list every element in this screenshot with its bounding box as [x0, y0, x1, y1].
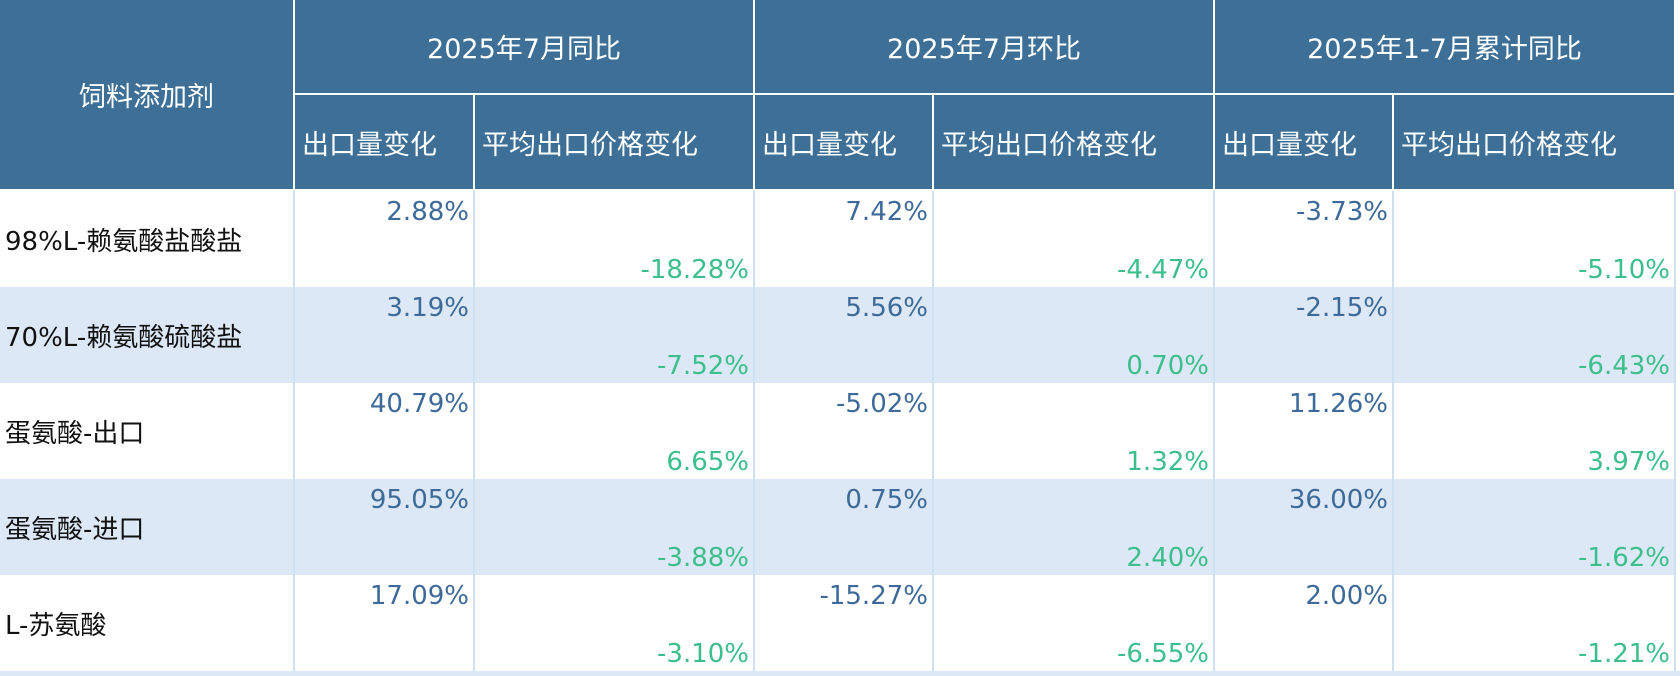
row-label: L-苏氨酸	[0, 575, 295, 671]
volume-change: 17.09%	[295, 575, 475, 671]
volume-change: -2.15%	[1215, 287, 1394, 383]
row-label: 98%L-赖氨酸盐酸盐	[0, 191, 295, 287]
volume-change: 36.00%	[1215, 479, 1394, 575]
row-label: 70%L-赖氨酸硫酸盐	[0, 287, 295, 383]
price-change: -18.28%	[475, 191, 755, 287]
volume-change: -5.02%	[755, 383, 934, 479]
group-header: 2025年1-7月累计同比	[1215, 0, 1676, 95]
price-change: 2.40%	[934, 479, 1215, 575]
row-label: 蛋氨酸-进口	[0, 479, 295, 575]
volume-change: 2.88%	[295, 191, 475, 287]
price-change: 0.70%	[934, 287, 1215, 383]
volume-change: 95.05%	[295, 479, 475, 575]
row-label-header: 饲料添加剂	[0, 0, 295, 191]
volume-change: 0.75%	[755, 479, 934, 575]
price-change: -3.88%	[475, 479, 755, 575]
volume-change: 40.79%	[295, 383, 475, 479]
price-change: -7.52%	[475, 287, 755, 383]
row-strip	[0, 671, 1680, 676]
volume-change: -3.73%	[1215, 191, 1394, 287]
price-change: -5.10%	[1394, 191, 1676, 287]
price-change: -3.10%	[475, 575, 755, 671]
price-change: -4.47%	[934, 191, 1215, 287]
column-header: 出口量变化	[295, 95, 475, 191]
volume-change: -15.27%	[755, 575, 934, 671]
column-header: 平均出口价格变化	[934, 95, 1215, 191]
volume-change: 2.00%	[1215, 575, 1394, 671]
price-change: 6.65%	[475, 383, 755, 479]
row-label: 蛋氨酸-出口	[0, 383, 295, 479]
column-header: 平均出口价格变化	[1394, 95, 1676, 191]
price-change: 3.97%	[1394, 383, 1676, 479]
price-change: 1.32%	[934, 383, 1215, 479]
volume-change: 5.56%	[755, 287, 934, 383]
column-header: 出口量变化	[755, 95, 934, 191]
volume-change: 3.19%	[295, 287, 475, 383]
volume-change: 7.42%	[755, 191, 934, 287]
volume-change: 11.26%	[1215, 383, 1394, 479]
group-header: 2025年7月同比	[295, 0, 755, 95]
column-header: 平均出口价格变化	[475, 95, 755, 191]
price-change: -6.55%	[934, 575, 1215, 671]
price-change: -1.21%	[1394, 575, 1676, 671]
column-header: 出口量变化	[1215, 95, 1394, 191]
price-change: -1.62%	[1394, 479, 1676, 575]
price-change: -6.43%	[1394, 287, 1676, 383]
group-header: 2025年7月环比	[755, 0, 1215, 95]
